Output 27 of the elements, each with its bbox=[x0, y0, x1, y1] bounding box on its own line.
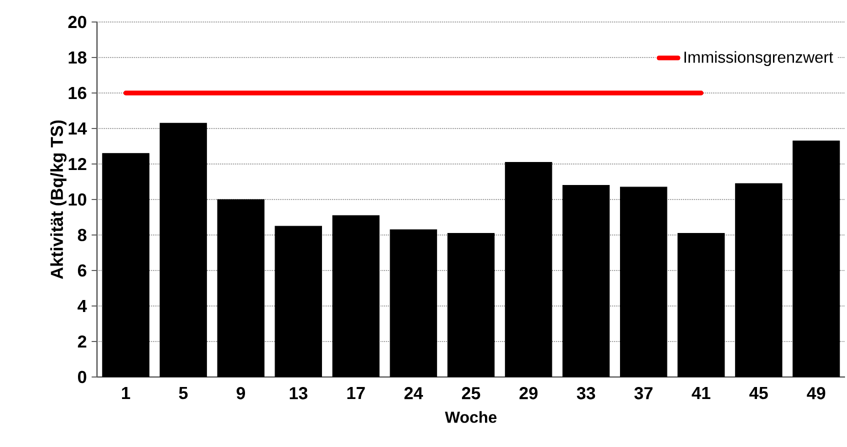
y-tick-label: 4 bbox=[78, 300, 87, 312]
x-tick-label: 45 bbox=[749, 387, 768, 400]
y-tick-label: 10 bbox=[68, 193, 86, 206]
y-axis-title: Aktivität (Bq/kg TS) bbox=[50, 120, 67, 279]
x-tick-label: 41 bbox=[692, 387, 710, 399]
y-tick-label: 14 bbox=[68, 122, 87, 134]
y-tick-label: 2 bbox=[78, 335, 86, 348]
x-tick-label: 29 bbox=[520, 387, 538, 400]
x-tick-label: 5 bbox=[179, 387, 188, 400]
y-tick-label: 12 bbox=[68, 158, 86, 170]
x-axis-title: Woche bbox=[444, 411, 497, 423]
x-tick-label: 24 bbox=[404, 387, 424, 400]
y-tick-label: 20 bbox=[68, 16, 86, 28]
x-tick-label: 25 bbox=[462, 387, 480, 400]
y-tick-label: 6 bbox=[78, 264, 86, 277]
x-tick-label: 17 bbox=[347, 387, 365, 399]
y-tick-label: 0 bbox=[78, 370, 86, 384]
x-tick-label: 37 bbox=[634, 387, 653, 400]
x-tick-label: 33 bbox=[576, 387, 596, 400]
x-tick-label: 9 bbox=[236, 387, 246, 400]
y-tick-label: 16 bbox=[68, 86, 86, 100]
x-tick-label: 49 bbox=[806, 387, 826, 400]
legend-label: Immissionsgrenzwert bbox=[684, 51, 834, 66]
y-tick-label: 18 bbox=[68, 51, 86, 64]
y-tick-label: 8 bbox=[78, 228, 86, 242]
x-tick-label: 1 bbox=[122, 387, 130, 399]
x-tick-label: 13 bbox=[290, 387, 308, 400]
